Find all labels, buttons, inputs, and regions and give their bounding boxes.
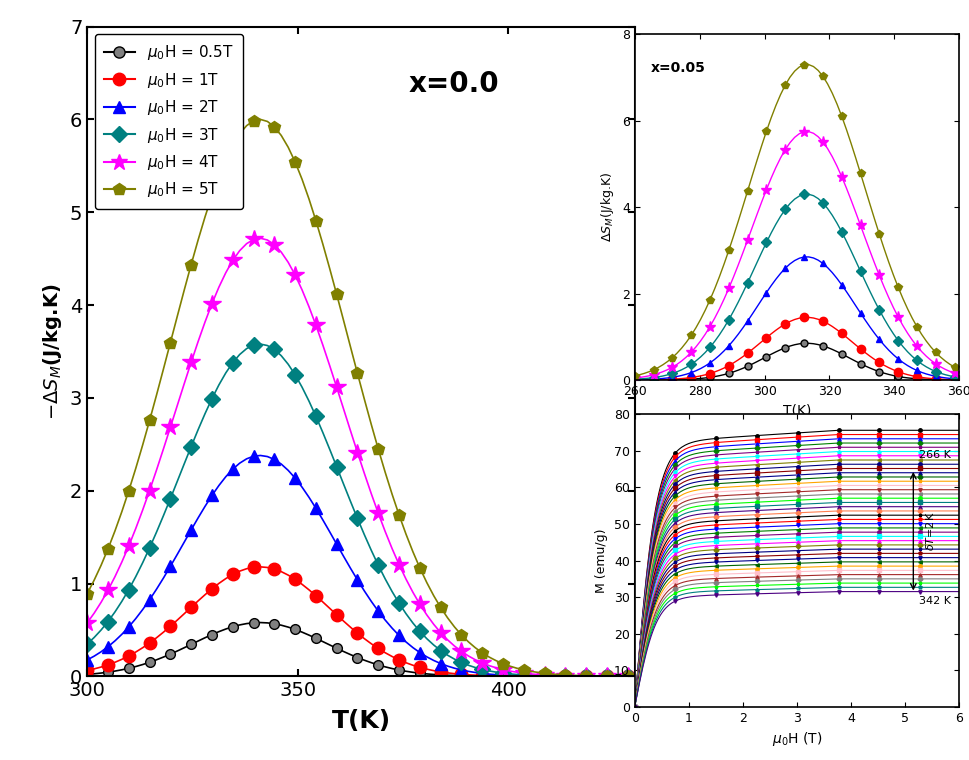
X-axis label: $\mu_0$H (T): $\mu_0$H (T) (771, 730, 823, 748)
Text: x=0.05: x=0.05 (651, 62, 705, 75)
Y-axis label: $\Delta S_M$(J/kg.K): $\Delta S_M$(J/kg.K) (599, 172, 616, 242)
X-axis label: T(K): T(K) (783, 404, 811, 417)
Text: 266 K: 266 K (919, 450, 951, 460)
Y-axis label: $-\Delta S_M$(J/kg.K): $-\Delta S_M$(J/kg.K) (42, 283, 64, 420)
Text: $\delta T$=2K: $\delta T$=2K (924, 511, 936, 551)
Text: 342 K: 342 K (919, 597, 951, 606)
Legend: $\mu_0$H = 0.5T, $\mu_0$H = 1T, $\mu_0$H = 2T, $\mu_0$H = 3T, $\mu_0$H = 4T, $\m: $\mu_0$H = 0.5T, $\mu_0$H = 1T, $\mu_0$H… (95, 34, 242, 208)
X-axis label: T(K): T(K) (331, 708, 391, 733)
Text: x=0.0: x=0.0 (409, 70, 499, 97)
Y-axis label: M (emu/g): M (emu/g) (595, 528, 609, 593)
